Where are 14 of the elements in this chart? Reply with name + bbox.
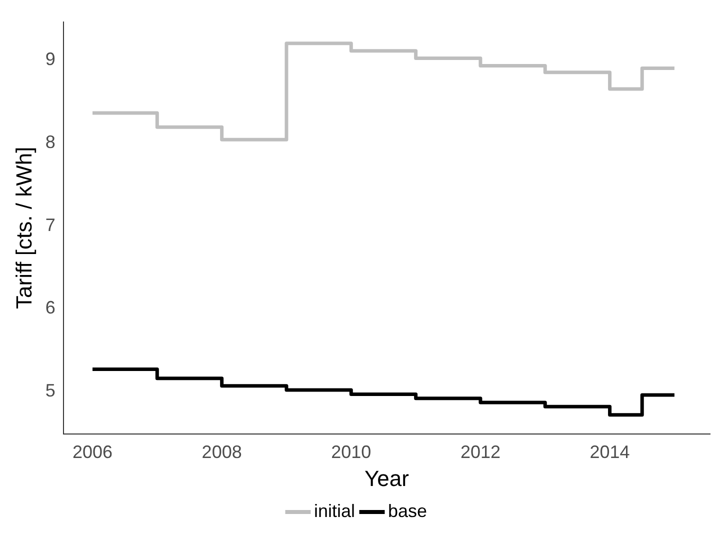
y-tick-label: 6: [45, 298, 56, 318]
x-tick-label: 2010: [331, 442, 372, 462]
legend-label: base: [388, 500, 428, 521]
x-axis-title: Year: [364, 466, 409, 491]
x-tick-label: 2006: [72, 442, 113, 462]
y-tick-label: 9: [45, 48, 56, 69]
x-tick-label: 2014: [590, 442, 630, 462]
y-tick-label: 5: [45, 380, 56, 401]
x-tick-label: 2012: [460, 442, 500, 462]
y-tick-label: 7: [45, 214, 56, 235]
y-axis-title: Tariff [cts. / kWh]: [11, 146, 36, 309]
legend-label: initial: [314, 500, 356, 521]
x-tick-label: 2008: [202, 442, 242, 462]
y-tick-label: 8: [45, 132, 56, 152]
